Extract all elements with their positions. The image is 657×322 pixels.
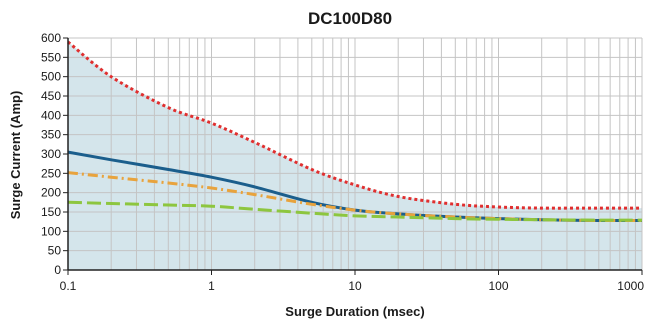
y-tick-label: 100 [41,224,61,238]
y-tick-label: 250 [41,166,61,180]
axis-layer [63,37,643,275]
y-tick-label: 150 [41,205,61,219]
x-tick-label: 100 [488,279,508,293]
y-tick-label: 50 [48,244,62,258]
x-tick-label: 0.1 [60,279,77,293]
series-line-long-dash [67,200,643,222]
tick-label-layer: 0 50 100 150 200 250 300 350 400 450 500 550 600 0.1 1… [41,31,644,293]
y-tick-label: 550 [41,50,61,64]
x-axis-label: Surge Duration (msec) [285,304,424,319]
y-tick-label: 500 [41,70,61,84]
y-axis-label: Surge Current (Amp) [8,91,23,220]
chart-title: DC100D80 [308,9,392,28]
y-tick-label: 400 [41,108,61,122]
x-tick-label: 10 [348,279,362,293]
series-line-dash-dot [67,171,643,223]
y-tick-label: 450 [41,89,61,103]
y-tick-label: 300 [41,147,61,161]
y-tick-label: 200 [41,186,61,200]
x-tick-label: 1000 [617,279,644,293]
y-tick-label: 600 [41,31,61,45]
y-tick-label: 350 [41,128,61,142]
x-tick-label: 1 [208,279,215,293]
y-tick-label: 0 [54,263,61,277]
series-line-dotted [67,40,642,210]
series-layer [67,40,643,223]
